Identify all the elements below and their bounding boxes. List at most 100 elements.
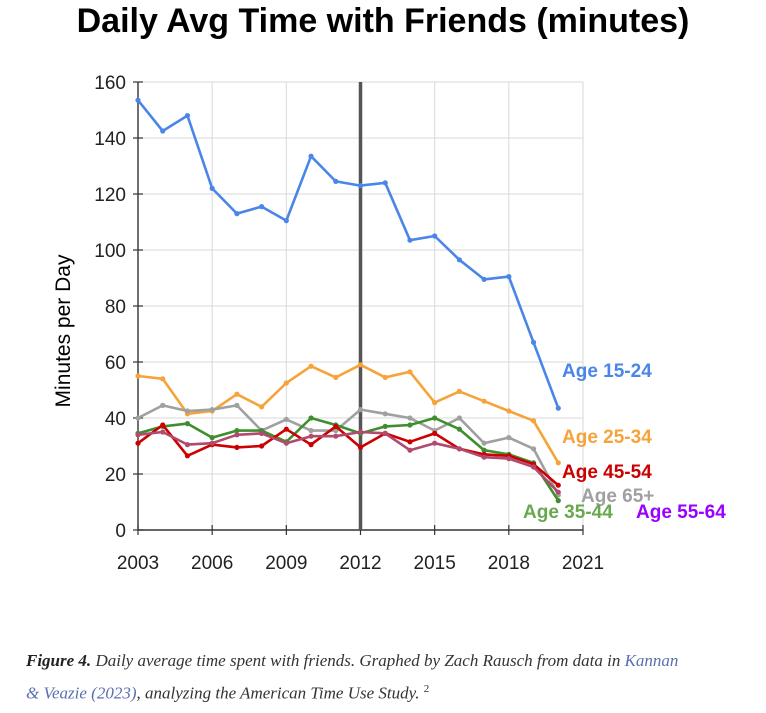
data-point-age-55-64 bbox=[530, 464, 537, 470]
caption-text: Daily average time spent with friends. G… bbox=[91, 651, 625, 670]
data-point-age-25-34 bbox=[506, 408, 512, 414]
data-point-age-15-24 bbox=[432, 233, 438, 239]
series-label-age-45-54: Age 45-54 bbox=[562, 462, 652, 483]
y-tick-label: 0 bbox=[115, 521, 126, 542]
x-tick-label: 2015 bbox=[414, 553, 456, 574]
data-point-age-45-54 bbox=[432, 430, 438, 436]
data-point-age-55-64 bbox=[135, 432, 141, 438]
data-point-age-65- bbox=[160, 402, 166, 408]
data-point-age-65- bbox=[234, 402, 240, 408]
figure-caption: Figure 4. Daily average time spent with … bbox=[26, 646, 751, 708]
y-tick-label: 160 bbox=[94, 73, 126, 94]
data-point-age-25-34 bbox=[530, 418, 537, 424]
data-point-age-45-54 bbox=[135, 440, 141, 446]
data-point-age-55-64 bbox=[481, 454, 487, 460]
data-point-age-15-24 bbox=[357, 183, 364, 189]
data-point-age-65- bbox=[481, 440, 487, 446]
data-point-age-35-44 bbox=[555, 498, 561, 504]
citation-link-continued[interactable]: & Veazie (2023) bbox=[26, 683, 137, 703]
data-point-age-25-34 bbox=[308, 363, 314, 369]
data-point-age-65- bbox=[308, 428, 314, 434]
data-point-age-55-64 bbox=[432, 440, 438, 446]
data-point-age-15-24 bbox=[407, 237, 413, 243]
line-chart: 0 20 40 60 80 100 120 140 160 2003 2006 2009 2012 201… bbox=[52, 73, 726, 574]
data-point-age-55-64 bbox=[308, 433, 314, 439]
data-point-age-65- bbox=[456, 415, 462, 421]
y-tick-label: 140 bbox=[94, 129, 126, 150]
series-line-age-65- bbox=[137, 404, 560, 496]
data-point-age-55-64 bbox=[283, 440, 289, 446]
y-axis-label: Minutes per Day bbox=[52, 254, 75, 407]
data-point-age-35-44 bbox=[382, 423, 388, 429]
data-point-age-45-54 bbox=[333, 423, 339, 429]
data-point-age-25-34 bbox=[481, 398, 487, 404]
data-point-age-65- bbox=[135, 415, 141, 421]
series-age-35-44 bbox=[135, 415, 561, 504]
data-point-age-15-24 bbox=[481, 276, 487, 282]
data-point-age-15-24 bbox=[308, 153, 314, 159]
data-point-age-35-44 bbox=[432, 415, 438, 421]
data-point-age-15-24 bbox=[382, 180, 388, 186]
series-lines bbox=[135, 97, 561, 504]
data-point-age-35-44 bbox=[209, 435, 215, 441]
series-age-45-54 bbox=[135, 422, 561, 488]
data-point-age-45-54 bbox=[407, 439, 413, 445]
data-point-age-45-54 bbox=[357, 444, 364, 450]
y-tick-label: 60 bbox=[105, 353, 126, 374]
y-tick-label: 20 bbox=[105, 465, 126, 486]
citation-link[interactable]: Kannan bbox=[624, 651, 679, 670]
y-tick-label: 100 bbox=[94, 241, 126, 262]
data-point-age-25-34 bbox=[160, 376, 166, 382]
data-point-age-25-34 bbox=[432, 400, 438, 406]
figure-label: Figure 4. bbox=[26, 651, 92, 670]
data-point-age-65- bbox=[283, 416, 289, 422]
series-line-age-45-54 bbox=[137, 423, 560, 487]
data-point-age-25-34 bbox=[555, 460, 561, 466]
series-label-age-35-44: Age 35-44 bbox=[523, 502, 613, 523]
data-point-age-15-24 bbox=[456, 257, 462, 263]
data-point-age-45-54 bbox=[160, 422, 166, 428]
data-point-age-25-34 bbox=[407, 369, 413, 375]
data-point-age-15-24 bbox=[234, 211, 240, 217]
series-label-age-15-24: Age 15-24 bbox=[562, 361, 652, 382]
x-tick-label: 2006 bbox=[191, 553, 233, 574]
data-point-age-45-54 bbox=[555, 482, 561, 488]
data-point-age-45-54 bbox=[259, 443, 265, 449]
data-point-age-25-34 bbox=[357, 362, 364, 368]
data-point-age-65- bbox=[506, 435, 512, 441]
series-line-age-15-24 bbox=[136, 99, 560, 409]
series-age-55-64 bbox=[135, 429, 561, 495]
data-point-age-55-64 bbox=[333, 433, 339, 439]
data-point-age-15-24 bbox=[184, 113, 191, 119]
axes: 0 20 40 60 80 100 120 140 160 2003 2006 2009 2012 201… bbox=[94, 73, 604, 574]
data-point-age-65- bbox=[407, 415, 413, 421]
data-point-age-55-64 bbox=[407, 447, 413, 453]
data-point-age-25-34 bbox=[283, 380, 289, 386]
data-point-age-15-24 bbox=[283, 218, 289, 224]
data-point-age-45-54 bbox=[184, 453, 191, 459]
data-point-age-25-34 bbox=[333, 374, 339, 380]
chart-title: Daily Avg Time with Friends (minutes) bbox=[76, 2, 690, 40]
series-line-age-35-44 bbox=[137, 416, 560, 502]
series-label-age-25-34: Age 25-34 bbox=[562, 427, 652, 448]
data-point-age-25-34 bbox=[234, 391, 240, 397]
data-point-age-55-64 bbox=[357, 429, 364, 435]
footnote-marker[interactable]: 2 bbox=[423, 683, 430, 695]
data-point-age-35-44 bbox=[407, 422, 413, 428]
x-tick-label: 2003 bbox=[117, 553, 159, 574]
x-tick-label: 2009 bbox=[265, 553, 307, 574]
data-point-age-25-34 bbox=[259, 404, 265, 410]
data-point-age-15-24 bbox=[135, 97, 141, 103]
data-point-age-55-64 bbox=[555, 489, 561, 495]
data-point-age-15-24 bbox=[333, 178, 339, 184]
series-labels: Age 15-24 Age 25-34 Age 45-54 Age 65+Age 35… bbox=[523, 361, 726, 523]
series-age-25-34 bbox=[135, 362, 561, 466]
data-point-age-15-24 bbox=[259, 204, 265, 210]
y-tick-label: 40 bbox=[105, 409, 126, 430]
series-label-age-55-64: Age 55-64 bbox=[636, 502, 726, 523]
series-label-age-65-: Age 65+ bbox=[581, 486, 654, 507]
data-point-age-25-34 bbox=[382, 374, 388, 380]
data-point-age-35-44 bbox=[234, 428, 240, 434]
y-tick-label: 80 bbox=[105, 297, 126, 318]
data-point-age-15-24 bbox=[209, 185, 215, 191]
